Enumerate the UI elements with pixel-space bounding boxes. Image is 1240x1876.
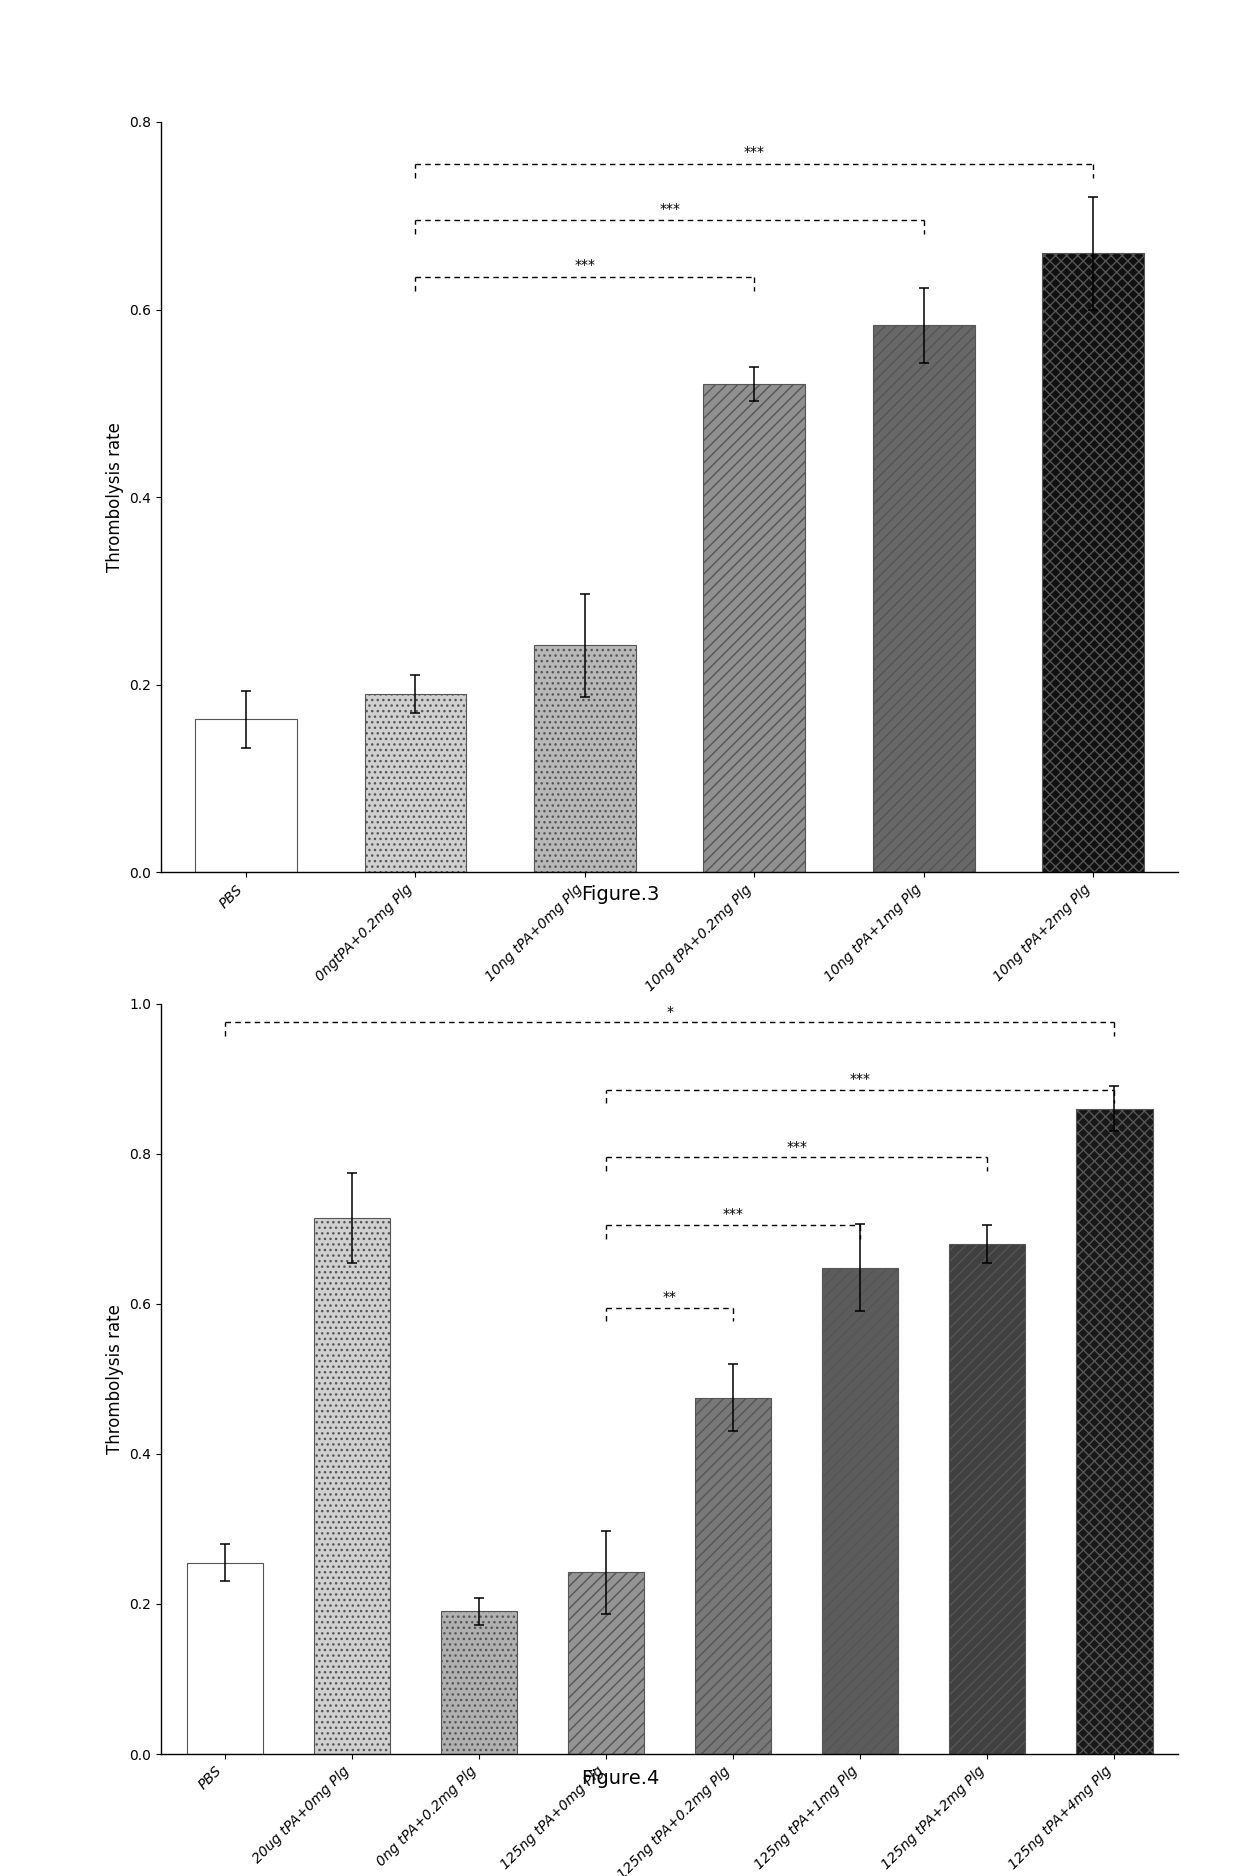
Text: ***: *** bbox=[574, 259, 595, 272]
Y-axis label: Thrombolysis rate: Thrombolysis rate bbox=[105, 422, 124, 572]
Text: *: * bbox=[666, 1006, 673, 1019]
Text: ***: *** bbox=[723, 1208, 744, 1221]
Text: ***: *** bbox=[849, 1073, 870, 1086]
Bar bbox=[950, 1244, 1025, 1754]
Bar bbox=[195, 719, 296, 872]
Text: **: ** bbox=[662, 1291, 677, 1304]
Text: Figure.3: Figure.3 bbox=[580, 885, 660, 904]
Bar bbox=[568, 1572, 645, 1754]
Bar bbox=[365, 694, 466, 872]
Y-axis label: Thrombolysis rate: Thrombolysis rate bbox=[105, 1304, 124, 1454]
Bar bbox=[703, 385, 805, 872]
Bar bbox=[873, 326, 975, 872]
Bar bbox=[1043, 253, 1145, 872]
Bar bbox=[534, 645, 636, 872]
Bar bbox=[694, 1398, 771, 1754]
Bar bbox=[186, 1563, 263, 1754]
Bar bbox=[314, 1218, 389, 1754]
Text: ***: *** bbox=[786, 1141, 807, 1154]
Bar bbox=[822, 1268, 898, 1754]
Bar bbox=[1076, 1109, 1153, 1754]
Text: ***: *** bbox=[660, 203, 680, 216]
Text: ***: *** bbox=[744, 146, 765, 159]
Text: Figure.4: Figure.4 bbox=[580, 1769, 660, 1788]
Bar bbox=[441, 1611, 517, 1754]
